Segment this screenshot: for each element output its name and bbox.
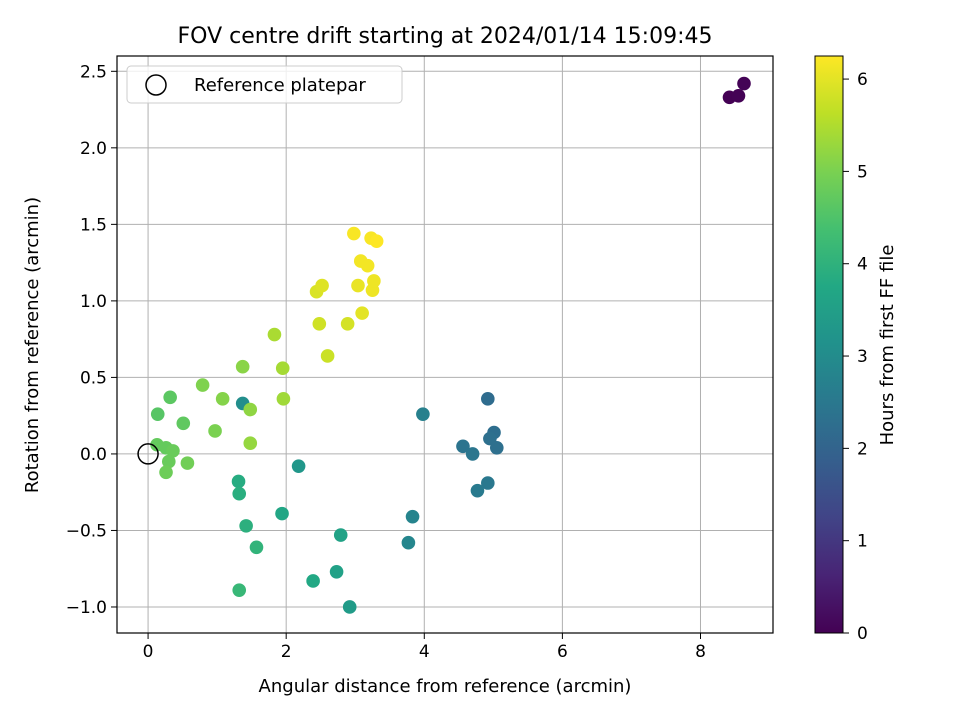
data-point xyxy=(481,392,495,406)
data-point xyxy=(333,528,348,542)
data-point xyxy=(291,459,306,473)
data-point xyxy=(470,483,485,498)
data-point xyxy=(150,407,165,421)
x-tick-label: 8 xyxy=(695,642,706,662)
data-point xyxy=(340,317,355,331)
data-point xyxy=(481,476,495,490)
reference-marker-group xyxy=(137,443,159,465)
colorbar-tick-label: 3 xyxy=(857,347,868,367)
y-tick-label: 1.0 xyxy=(80,292,107,312)
data-point xyxy=(369,234,384,248)
data-point xyxy=(275,361,290,376)
y-ticks: −1.0 −0.5 0.0 0.5 1.0 1.5 2.0 2.5 xyxy=(66,62,117,618)
x-tick-label: 0 xyxy=(143,642,154,662)
data-point xyxy=(401,535,416,550)
data-point xyxy=(161,454,176,469)
data-point xyxy=(239,519,253,533)
y-tick-label: 1.5 xyxy=(80,215,107,235)
grid-lines xyxy=(117,56,773,633)
data-point xyxy=(166,444,180,458)
data-point xyxy=(347,226,361,241)
colorbar-tick-label: 6 xyxy=(857,70,868,90)
data-point xyxy=(456,439,470,454)
y-tick-label: 0.0 xyxy=(80,445,107,465)
legend-box xyxy=(126,65,403,104)
data-point xyxy=(249,540,264,555)
data-point xyxy=(195,378,210,392)
data-point xyxy=(235,359,250,374)
data-point xyxy=(320,349,335,363)
chart-title: FOV centre drift starting at 2024/01/14 … xyxy=(178,24,713,49)
colorbar-tick-label: 5 xyxy=(857,162,868,182)
data-points xyxy=(150,76,751,614)
y-tick-label: 2.5 xyxy=(80,62,107,82)
colorbar-tick-label: 4 xyxy=(857,255,868,275)
colorbar-ticks: 0 1 2 3 4 5 6 xyxy=(843,70,868,644)
data-point xyxy=(315,278,329,293)
data-point xyxy=(159,465,173,480)
data-point xyxy=(489,441,504,455)
data-point xyxy=(416,407,430,421)
legend-reference-marker xyxy=(145,74,167,96)
data-point xyxy=(360,258,375,273)
data-point xyxy=(232,583,247,597)
colorbar-tick-label: 1 xyxy=(857,532,868,552)
legend-entry-reference-platepar: Reference platepar xyxy=(194,75,366,96)
data-point xyxy=(351,278,365,293)
data-point xyxy=(243,436,258,451)
y-tick-label: −1.0 xyxy=(66,598,107,618)
colorbar-tick-label: 2 xyxy=(857,439,868,459)
data-point xyxy=(243,402,258,417)
data-point xyxy=(329,564,344,579)
x-ticks: 0 2 4 6 8 xyxy=(143,633,706,662)
y-tick-label: 2.0 xyxy=(80,139,107,159)
plot-frame xyxy=(116,55,774,634)
colorbar: 0 1 2 3 4 5 6 Hours from first FF file xyxy=(814,55,898,644)
data-point xyxy=(342,600,357,614)
data-point xyxy=(215,392,230,406)
x-tick-label: 2 xyxy=(281,642,292,662)
data-point xyxy=(208,424,222,438)
x-tick-label: 6 xyxy=(557,642,568,662)
data-point xyxy=(276,392,291,406)
y-axis-label: Rotation from reference (arcmin) xyxy=(22,197,43,493)
data-point xyxy=(232,486,247,501)
data-point xyxy=(163,390,177,405)
legend: Reference platepar xyxy=(126,65,403,104)
data-point xyxy=(267,327,282,342)
colorbar-gradient xyxy=(815,56,843,633)
data-point xyxy=(306,574,320,588)
data-point xyxy=(367,274,381,288)
data-point xyxy=(731,88,746,103)
colorbar-label: Hours from first FF file xyxy=(877,245,898,446)
colorbar-tick-label: 0 xyxy=(857,624,868,644)
colorbar-frame xyxy=(814,55,844,634)
data-point xyxy=(231,474,246,489)
data-point xyxy=(176,416,191,431)
x-axis-label: Angular distance from reference (arcmin) xyxy=(259,676,632,697)
plot-area: 0 2 4 6 8 −1.0 −0.5 0.0 0.5 1.0 1.5 2.0 2.5 xyxy=(66,55,774,662)
y-tick-label: 0.5 xyxy=(80,368,107,388)
data-point xyxy=(355,306,369,320)
y-tick-label: −0.5 xyxy=(66,521,107,541)
reference-platepar-marker xyxy=(137,443,159,465)
x-tick-label: 4 xyxy=(419,642,430,662)
data-point xyxy=(737,76,751,91)
data-point xyxy=(405,509,420,524)
data-point xyxy=(465,447,480,461)
data-point xyxy=(275,506,289,521)
data-point xyxy=(312,317,327,331)
data-point xyxy=(180,456,195,470)
